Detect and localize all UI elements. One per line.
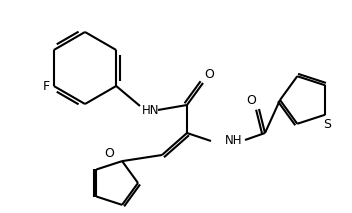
Text: HN: HN xyxy=(142,104,159,117)
Text: O: O xyxy=(204,68,214,81)
Text: NH: NH xyxy=(225,134,243,147)
Text: F: F xyxy=(43,79,50,92)
Text: O: O xyxy=(246,94,256,107)
Text: O: O xyxy=(104,147,114,160)
Text: S: S xyxy=(323,118,331,131)
